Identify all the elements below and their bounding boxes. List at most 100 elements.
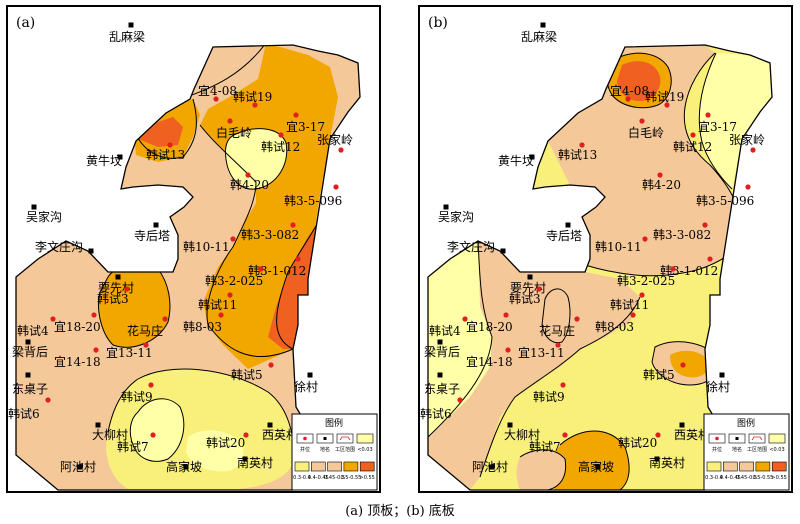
well-label: 韩试7 <box>117 439 149 454</box>
well-label: 韩4-20 <box>230 177 269 192</box>
place-label: 徐村 <box>706 379 730 394</box>
contour-line <box>107 378 139 433</box>
legend-boundary-icon <box>339 436 351 441</box>
well-label: 韩试13 <box>558 147 597 162</box>
place-marker: 徐村 <box>294 372 318 394</box>
well-icon <box>560 382 566 388</box>
well-icon <box>705 112 711 118</box>
well-marker: 宜3-17 <box>698 112 737 134</box>
well-icon <box>213 96 219 102</box>
well-icon <box>252 102 258 108</box>
well-icon <box>670 266 676 272</box>
well-label: 韩试5 <box>643 367 675 382</box>
well-icon <box>50 316 56 322</box>
legend-symbol: 井位 <box>708 433 726 453</box>
place-label: 要先村 <box>510 281 546 295</box>
place-icon <box>719 372 725 378</box>
well-icon <box>702 222 708 228</box>
map-fill <box>428 45 772 490</box>
well-label: 韩试13 <box>146 147 185 162</box>
place-icon <box>507 422 513 428</box>
well-icon <box>218 312 224 318</box>
legend-symbol-label: 工区范围 <box>335 446 355 453</box>
legend-range: 0.45-0.5 <box>736 461 757 481</box>
place-label: 梁背后 <box>424 344 460 359</box>
well-label: 韩试19 <box>233 89 272 104</box>
map-zone <box>268 157 348 349</box>
legend-symbol-label: 井位 <box>712 446 722 453</box>
legend-range: 0.3-0.4 <box>705 461 723 481</box>
well-marker: 韩4-20 <box>230 172 269 192</box>
well-label: 韩8-03 <box>595 319 634 334</box>
well-marker: 韩3-5-096 <box>696 184 754 208</box>
legend-range-label: 0.3-0.4 <box>705 475 723 481</box>
place-label: 李文庄沟 <box>447 239 495 254</box>
well-icon <box>630 312 636 318</box>
well-icon <box>230 236 236 242</box>
place-label: 吴家沟 <box>26 209 62 224</box>
place-marker: 李文庄沟 <box>447 239 506 254</box>
place-marker: 黄牛坟 <box>498 153 535 168</box>
place-icon <box>529 154 535 160</box>
contour-line <box>541 288 571 344</box>
well-label: 宜13-11 <box>106 345 153 360</box>
legend-range-label: 0.3-0.4 <box>293 475 311 481</box>
place-marker: 阿池村 <box>472 460 508 474</box>
place-label: 南英村 <box>237 455 273 470</box>
map-zone <box>225 128 287 190</box>
well-icon <box>245 172 251 178</box>
place-icon <box>117 154 123 160</box>
panel-label: (b) <box>428 15 448 31</box>
well-label: 韩3-2-025 <box>617 273 675 288</box>
well-icon <box>93 347 99 353</box>
legend-place-icon <box>735 437 739 440</box>
place-marker: 黄牛坟 <box>86 153 123 168</box>
well-label: 韩试7 <box>529 439 561 454</box>
map-zone <box>699 53 772 189</box>
legend-symbol-label: <0.03 <box>357 447 372 453</box>
legend-range: 0.4-0.45 <box>308 461 329 481</box>
place-label: 寺后塔 <box>134 229 170 243</box>
well-icon <box>150 432 156 438</box>
map-zone <box>516 449 566 490</box>
legend-range: 0.4-0.45 <box>720 461 741 481</box>
place-marker: 吴家沟 <box>438 204 474 224</box>
place-icon <box>153 222 159 228</box>
map-zone <box>550 431 630 490</box>
well-label: 张家岭 <box>729 132 765 147</box>
map-zone <box>138 117 183 147</box>
place-label: 李文庄沟 <box>35 239 83 254</box>
legend-symbol: 工区范围 <box>335 433 355 453</box>
well-icon <box>124 286 130 292</box>
well-marker: 韩3-1-012 <box>660 256 718 278</box>
well-icon <box>457 397 463 403</box>
well-label: 韩试3 <box>509 291 541 306</box>
well-marker: 韩试11 <box>610 292 649 312</box>
well-icon <box>293 112 299 118</box>
place-marker: 乱麻梁 <box>521 22 557 44</box>
place-icon <box>437 372 443 378</box>
well-icon <box>745 184 751 190</box>
well-label: 韩试4 <box>17 323 49 338</box>
well-icon <box>642 236 648 242</box>
legend-range-label: 0.5-0.55 <box>340 475 361 481</box>
place-marker: 梁背后 <box>12 339 48 359</box>
well-marker: 韩8-03 <box>183 312 224 334</box>
place-label: 吴家沟 <box>438 209 474 224</box>
well-marker: 宜14-18 <box>54 347 101 369</box>
map-zone <box>428 241 640 490</box>
well-marker: 韩试19 <box>233 89 272 108</box>
place-icon <box>88 248 94 254</box>
well-label: 花马庄 <box>127 323 163 338</box>
well-marker: 韩3-3-082 <box>653 222 711 242</box>
well-label: 韩试9 <box>533 389 565 404</box>
legend-range: >0.55 <box>360 461 375 481</box>
legend-symbol-label: 地名 <box>320 446 330 453</box>
place-marker: 寺后塔 <box>546 222 582 243</box>
well-marker: 花马庄 <box>127 316 168 338</box>
well-icon <box>574 316 580 322</box>
place-icon <box>25 339 31 345</box>
place-icon <box>95 422 101 428</box>
